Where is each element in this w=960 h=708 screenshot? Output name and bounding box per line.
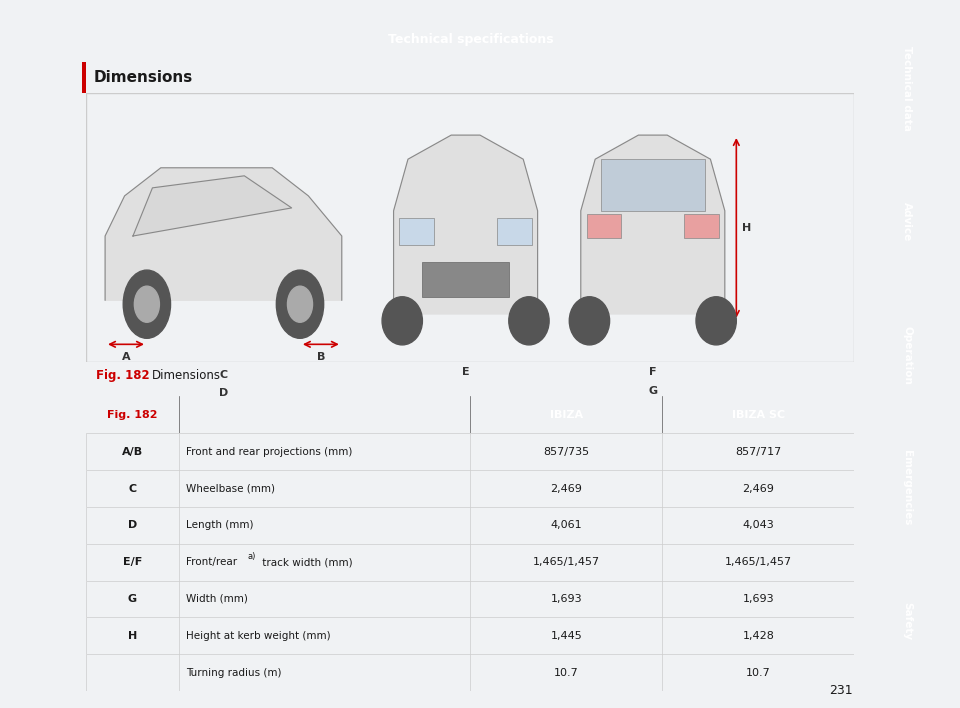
Text: 4,061: 4,061 — [551, 520, 582, 530]
Circle shape — [287, 286, 313, 322]
Bar — [601, 159, 705, 211]
Text: G: G — [648, 386, 658, 396]
Text: Front/rear: Front/rear — [186, 557, 237, 567]
Circle shape — [569, 297, 610, 345]
Text: 857/735: 857/735 — [543, 447, 589, 457]
Text: 10.7: 10.7 — [554, 668, 579, 678]
Text: 1,445: 1,445 — [550, 631, 583, 641]
Text: Turning radius (m): Turning radius (m) — [186, 668, 281, 678]
Text: G: G — [128, 594, 137, 604]
Text: H: H — [742, 223, 752, 233]
Polygon shape — [394, 135, 538, 314]
Text: Technical specifications: Technical specifications — [388, 33, 553, 46]
Text: C: C — [129, 484, 136, 493]
Text: A/B: A/B — [122, 447, 143, 457]
Bar — [82, 62, 86, 93]
Text: IBIZA SC: IBIZA SC — [732, 410, 785, 420]
Circle shape — [276, 270, 324, 338]
Text: C: C — [220, 370, 228, 380]
Text: 1,465/1,457: 1,465/1,457 — [533, 557, 600, 567]
Text: 857/717: 857/717 — [735, 447, 781, 457]
Text: Fig. 182: Fig. 182 — [96, 370, 149, 382]
Text: Height at kerb weight (mm): Height at kerb weight (mm) — [186, 631, 331, 641]
Text: 2,469: 2,469 — [550, 484, 583, 493]
Text: Front and rear projections (mm): Front and rear projections (mm) — [186, 447, 352, 457]
Polygon shape — [106, 168, 342, 300]
Text: Operation: Operation — [902, 326, 912, 384]
Text: H: H — [128, 631, 137, 641]
Text: Advice: Advice — [902, 202, 912, 241]
Text: 1,465/1,457: 1,465/1,457 — [725, 557, 792, 567]
Bar — [684, 215, 719, 239]
Text: B: B — [317, 353, 325, 362]
Bar — [587, 215, 621, 239]
Circle shape — [509, 297, 549, 345]
Circle shape — [134, 286, 159, 322]
Text: 2,469: 2,469 — [742, 484, 775, 493]
Polygon shape — [581, 135, 725, 314]
Text: IBIZA: IBIZA — [550, 410, 583, 420]
Text: a): a) — [248, 552, 256, 561]
Text: D: D — [219, 389, 228, 399]
Text: Technical data: Technical data — [902, 46, 912, 132]
Text: Wheelbase (mm): Wheelbase (mm) — [186, 484, 276, 493]
Text: 1,693: 1,693 — [551, 594, 582, 604]
Text: A: A — [122, 353, 131, 362]
Circle shape — [696, 297, 736, 345]
Bar — [399, 217, 434, 245]
Text: Emergencies: Emergencies — [902, 450, 912, 526]
Text: Dimensions: Dimensions — [93, 70, 193, 85]
Bar — [497, 217, 532, 245]
Text: 1,428: 1,428 — [742, 631, 775, 641]
Circle shape — [123, 270, 171, 338]
Text: track width (mm): track width (mm) — [259, 557, 353, 567]
Circle shape — [382, 297, 422, 345]
Text: 231: 231 — [828, 684, 852, 697]
Polygon shape — [132, 176, 292, 236]
Text: Length (mm): Length (mm) — [186, 520, 253, 530]
Text: Fig. 182: Fig. 182 — [108, 410, 157, 420]
Text: F: F — [649, 367, 657, 377]
Text: 4,043: 4,043 — [742, 520, 775, 530]
Text: D: D — [128, 520, 137, 530]
Text: Width (mm): Width (mm) — [186, 594, 248, 604]
Text: 10.7: 10.7 — [746, 668, 771, 678]
Text: 1,693: 1,693 — [743, 594, 774, 604]
Text: E/F: E/F — [123, 557, 142, 567]
Text: Safety: Safety — [902, 603, 912, 640]
Text: Dimensions: Dimensions — [152, 370, 221, 382]
Text: E: E — [462, 367, 469, 377]
Bar — [422, 263, 509, 297]
